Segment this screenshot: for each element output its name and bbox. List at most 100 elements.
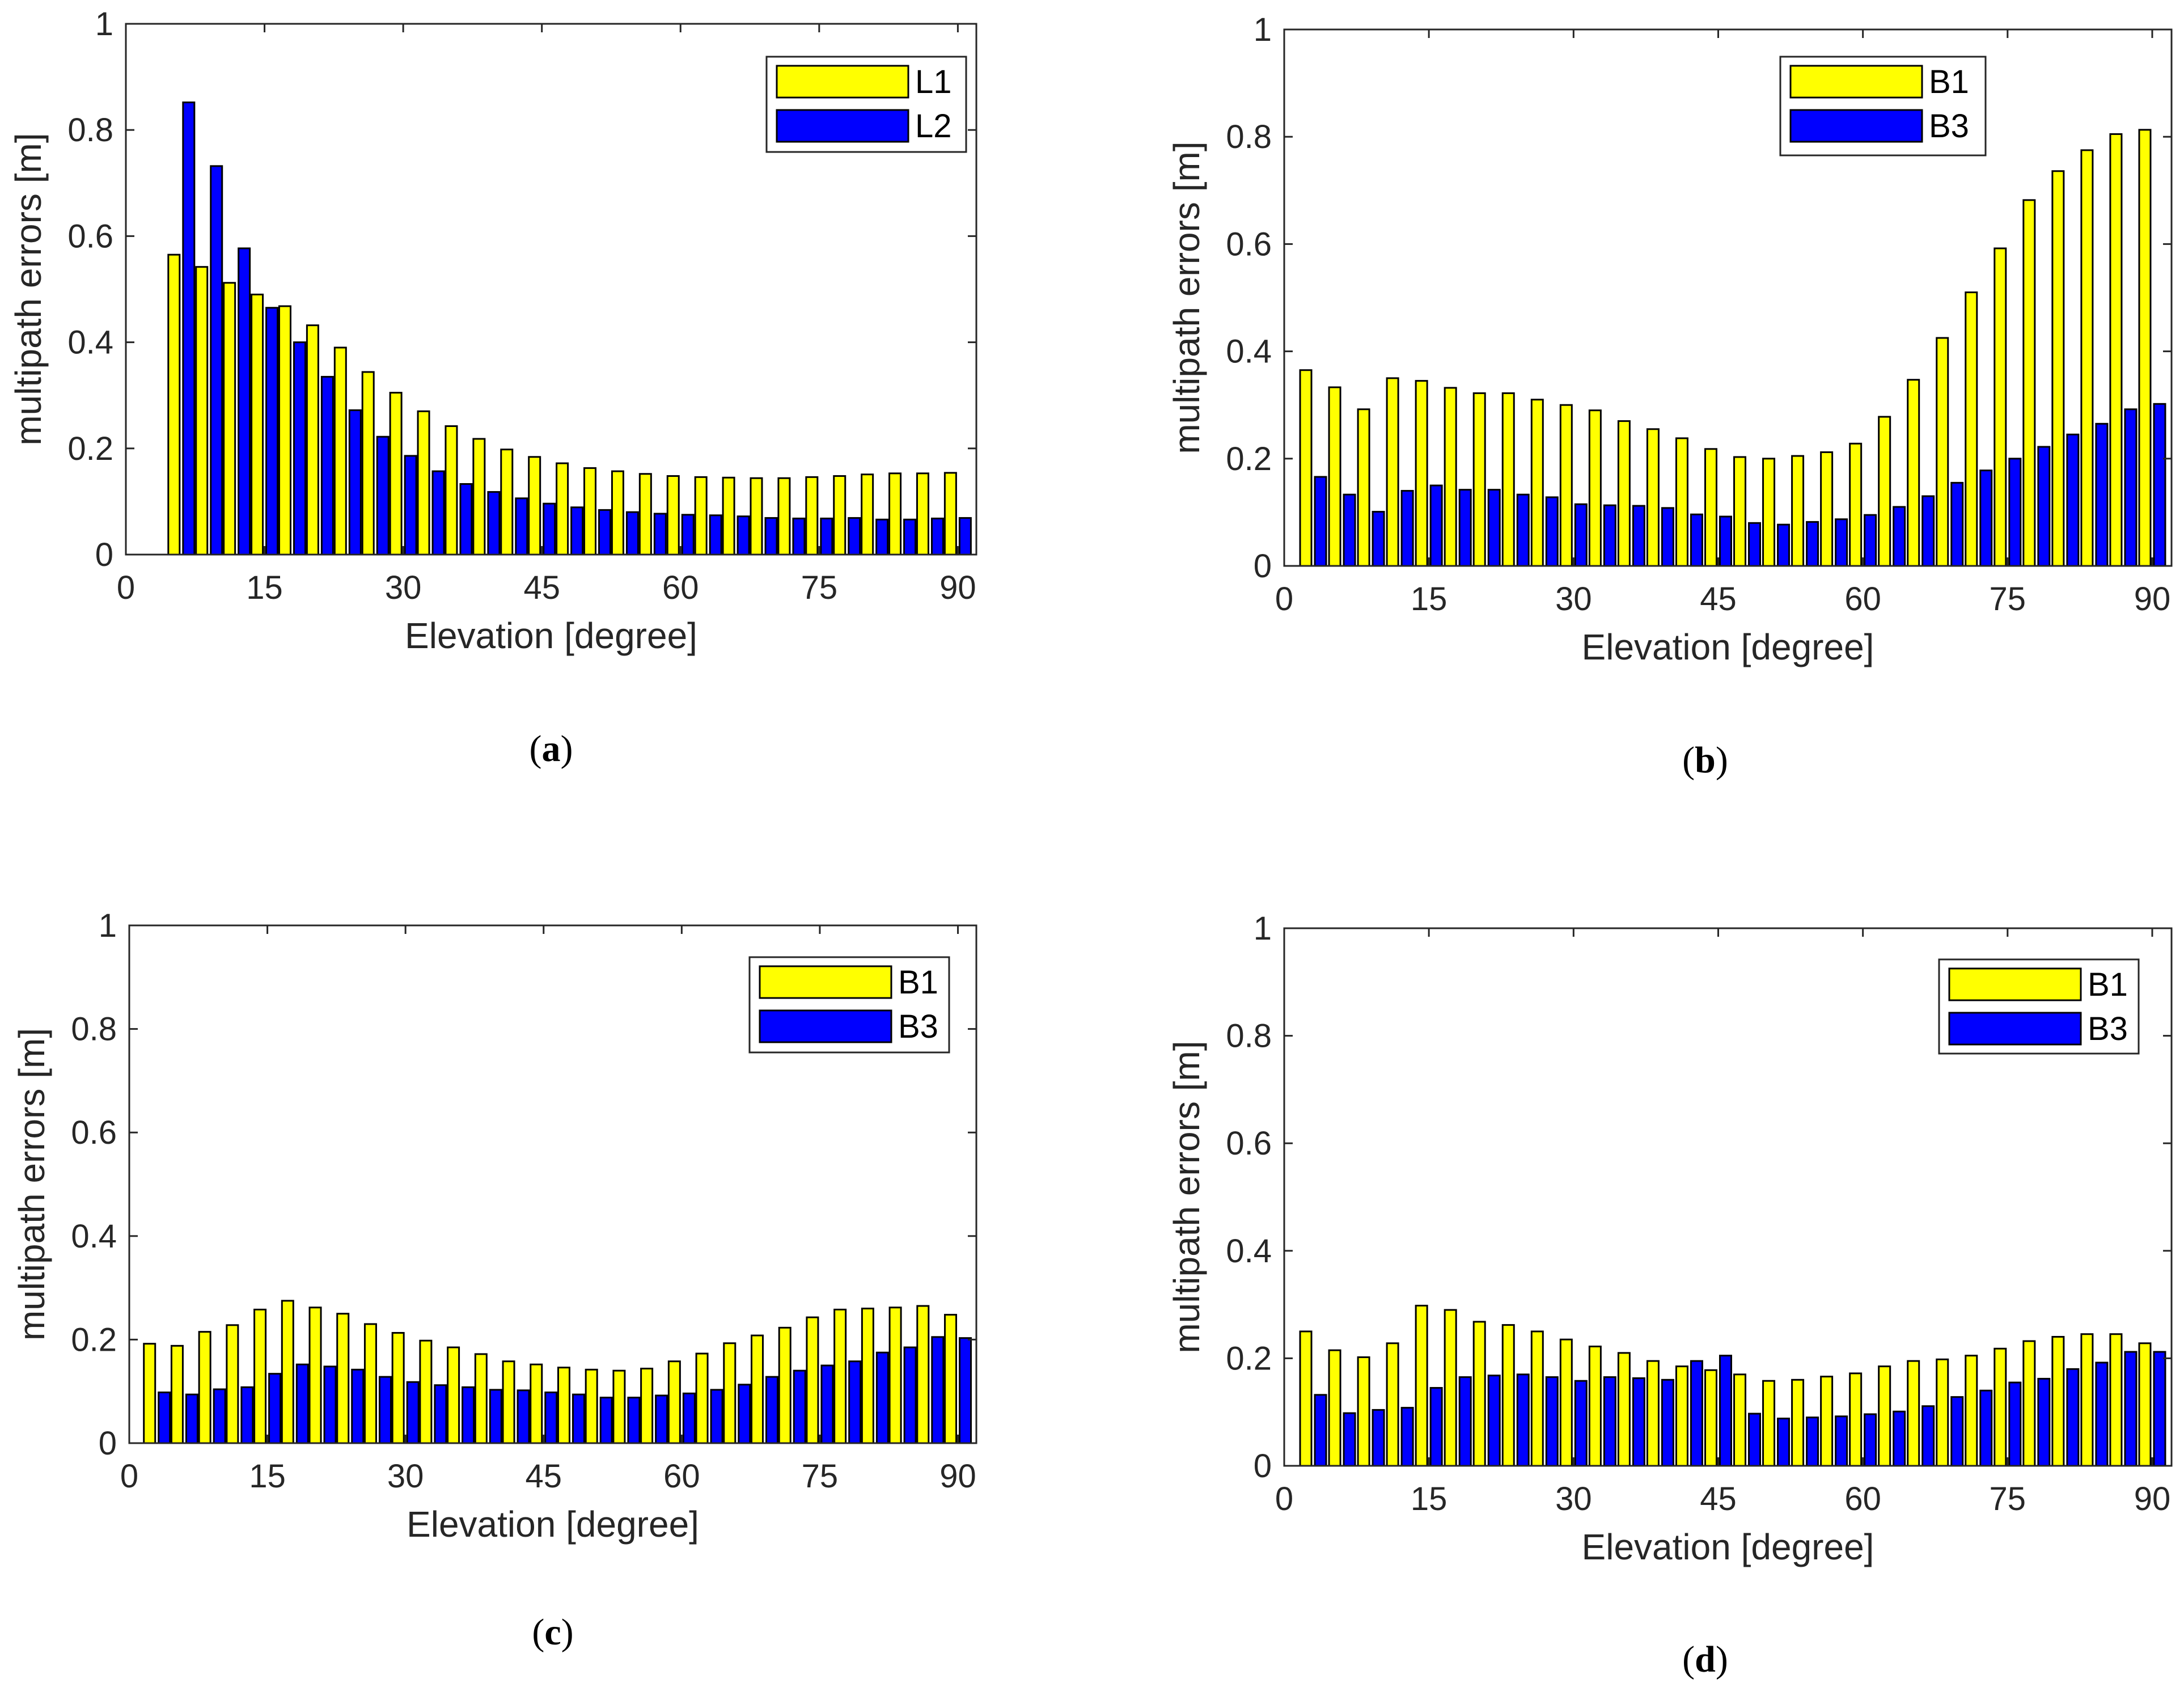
bar-B1-54 bbox=[612, 1369, 626, 1444]
y-axis-label: multipath errors [m] bbox=[11, 1028, 52, 1340]
chart-panel-c: 0 0.2 0.4 0.6 0.8 1 0 15 30 45 60 75 90 Elevation [de… bbox=[11, 907, 977, 1653]
bar-B3-69 bbox=[1950, 1396, 1964, 1467]
bar-L1-27 bbox=[361, 371, 375, 556]
bar-B3-87 bbox=[2124, 1351, 2138, 1467]
y-tick-label: 0.6 bbox=[71, 1114, 117, 1151]
bar-B3-84 bbox=[2095, 422, 2109, 567]
panel-label: (a) bbox=[530, 728, 573, 769]
bar-L2-42 bbox=[515, 497, 528, 556]
bar-B3-39 bbox=[1661, 1378, 1674, 1467]
bar-L1-57 bbox=[638, 473, 652, 556]
bar-B1-54 bbox=[1791, 1378, 1805, 1467]
bar-B1-84 bbox=[2080, 1333, 2094, 1467]
bar-B3-21 bbox=[1487, 1375, 1501, 1467]
chart-panel-a: 0 0.2 0.4 0.6 0.8 1 0 15 30 45 60 75 90 Elevation [de… bbox=[8, 6, 977, 769]
bar-B3-60 bbox=[1864, 1413, 1877, 1467]
x-tick-label: 90 bbox=[2134, 581, 2171, 618]
bar-B3-30 bbox=[1574, 1380, 1588, 1467]
bar-B3-72 bbox=[793, 1369, 806, 1444]
bar-L2-33 bbox=[431, 470, 445, 556]
bar-B3-21 bbox=[1487, 489, 1501, 567]
bar-B1-42 bbox=[1675, 1365, 1688, 1467]
bar-B1-69 bbox=[751, 1334, 764, 1444]
bar-B3-63 bbox=[1893, 506, 1906, 567]
bar-B3-90 bbox=[2153, 403, 2166, 567]
bar-L1-36 bbox=[445, 425, 458, 556]
bar-B3-39 bbox=[489, 1389, 502, 1444]
bar-L1-30 bbox=[389, 392, 403, 556]
bar-B3-33 bbox=[1603, 504, 1616, 567]
bar-B1-51 bbox=[1762, 1380, 1776, 1467]
bar-B3-6 bbox=[185, 1393, 198, 1444]
legend-swatch-B3 bbox=[759, 1009, 892, 1043]
bar-B1-51 bbox=[585, 1368, 598, 1444]
bar-B1-72 bbox=[1965, 291, 1978, 567]
bar-B3-45 bbox=[544, 1392, 558, 1444]
bar-B3-27 bbox=[378, 1376, 392, 1444]
bar-B3-6 bbox=[1343, 1412, 1356, 1467]
bar-B3-72 bbox=[1979, 1389, 1993, 1467]
x-tick-label: 0 bbox=[1275, 581, 1293, 618]
bar-B1-78 bbox=[2022, 199, 2036, 567]
bar-B3-33 bbox=[434, 1384, 447, 1444]
bar-L2-27 bbox=[376, 435, 390, 556]
bar-L2-12 bbox=[238, 247, 251, 556]
bar-L1-87 bbox=[916, 472, 929, 556]
bar-B1-48 bbox=[1733, 1373, 1747, 1467]
bar-B3-3 bbox=[158, 1392, 171, 1444]
y-tick-label: 1 bbox=[1254, 910, 1272, 947]
x-tick-label: 15 bbox=[1411, 581, 1447, 618]
bar-B1-27 bbox=[1530, 1330, 1544, 1467]
bar-B1-27 bbox=[1530, 399, 1544, 567]
bar-L1-24 bbox=[333, 346, 347, 556]
axes-frame bbox=[128, 924, 977, 1444]
bar-L2-75 bbox=[820, 517, 833, 556]
x-tick-label: 45 bbox=[1700, 581, 1737, 618]
bar-L2-66 bbox=[737, 515, 750, 556]
bar-B3-75 bbox=[820, 1364, 834, 1444]
bar-B1-12 bbox=[226, 1324, 239, 1444]
y-tick-label: 0.4 bbox=[67, 324, 113, 361]
bar-L1-21 bbox=[306, 324, 319, 556]
bar-B1-33 bbox=[1588, 1346, 1602, 1467]
bar-B3-15 bbox=[1429, 484, 1443, 567]
bar-B1-9 bbox=[198, 1331, 211, 1444]
bar-B3-9 bbox=[1372, 510, 1385, 567]
bar-L2-6 bbox=[182, 102, 196, 556]
bar-B3-78 bbox=[2037, 446, 2051, 567]
bar-B3-84 bbox=[2095, 1361, 2109, 1467]
bar-B1-72 bbox=[1965, 1355, 1978, 1467]
legend-label-B1: B1 bbox=[2088, 966, 2128, 1003]
bar-L1-54 bbox=[611, 470, 624, 556]
x-tick-label: 15 bbox=[249, 1458, 286, 1495]
x-tick-label: 30 bbox=[387, 1458, 424, 1495]
bar-B1-90 bbox=[2138, 129, 2152, 567]
x-tick-label: 75 bbox=[801, 569, 838, 606]
axes-frame bbox=[125, 23, 977, 556]
bar-B1-84 bbox=[2080, 149, 2094, 567]
bar-B3-27 bbox=[1545, 496, 1559, 567]
bar-B1-39 bbox=[474, 1353, 488, 1444]
x-tick-label: 60 bbox=[1844, 1481, 1881, 1517]
bar-L1-45 bbox=[528, 456, 541, 556]
bar-B3-51 bbox=[599, 1397, 613, 1444]
y-tick-label: 0.8 bbox=[1226, 1018, 1272, 1055]
bar-L1-15 bbox=[251, 293, 264, 556]
bar-B1-36 bbox=[1617, 1352, 1631, 1467]
x-tick-label: 90 bbox=[939, 1458, 976, 1495]
bar-B3-72 bbox=[1979, 470, 1993, 567]
x-tick-label: 90 bbox=[939, 569, 976, 606]
bar-B3-15 bbox=[268, 1373, 282, 1444]
bar-L1-18 bbox=[278, 305, 291, 556]
bar-L1-12 bbox=[223, 282, 236, 556]
bar-B3-24 bbox=[1516, 493, 1530, 567]
bar-B1-33 bbox=[419, 1339, 433, 1444]
bar-B1-57 bbox=[1820, 1376, 1834, 1467]
axes-frame bbox=[1283, 28, 2173, 567]
bar-L2-9 bbox=[210, 165, 223, 556]
bar-B1-30 bbox=[1559, 1338, 1573, 1467]
y-tick-label: 0.8 bbox=[1226, 119, 1272, 155]
